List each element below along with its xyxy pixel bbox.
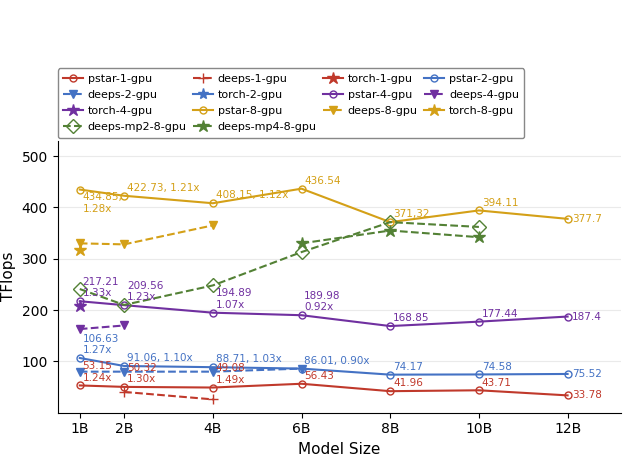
Line: pstar-2-gpu: pstar-2-gpu — [76, 355, 571, 378]
pstar-2-gpu — [298, 366, 305, 371]
Line: pstar-8-gpu: pstar-8-gpu — [76, 185, 571, 226]
pstar-1-gpu — [387, 388, 394, 394]
deeps-mp4-8-gpu — [475, 234, 483, 240]
deeps-mp2-8-gpu — [209, 283, 217, 288]
pstar-8-gpu — [298, 186, 305, 191]
deeps-mp2-8-gpu — [475, 224, 483, 230]
Text: 408.15, 1.12x: 408.15, 1.12x — [216, 190, 288, 200]
Text: 49.08
1.49x: 49.08 1.49x — [216, 363, 245, 385]
deeps-2-gpu — [120, 369, 128, 374]
deeps-mp2-8-gpu — [120, 302, 128, 308]
pstar-8-gpu — [120, 193, 128, 198]
deeps-mp4-8-gpu — [298, 241, 305, 246]
Text: 88.71, 1.03x: 88.71, 1.03x — [216, 355, 282, 364]
deeps-mp4-8-gpu — [387, 228, 394, 234]
Line: deeps-1-gpu: deeps-1-gpu — [119, 387, 218, 404]
pstar-4-gpu — [475, 319, 483, 325]
Text: 91.06, 1.10x: 91.06, 1.10x — [127, 353, 193, 363]
Text: 56.43: 56.43 — [304, 371, 334, 381]
Line: pstar-4-gpu: pstar-4-gpu — [76, 298, 571, 330]
Text: 74.17: 74.17 — [393, 362, 423, 372]
Text: 41.96: 41.96 — [393, 378, 423, 388]
Text: 436.54: 436.54 — [304, 176, 340, 186]
Text: 177.44: 177.44 — [482, 309, 518, 319]
pstar-4-gpu — [387, 323, 394, 329]
pstar-1-gpu — [209, 385, 217, 390]
pstar-1-gpu — [564, 393, 572, 398]
pstar-4-gpu — [298, 312, 305, 318]
Line: deeps-mp2-8-gpu: deeps-mp2-8-gpu — [75, 217, 484, 310]
deeps-1-gpu — [209, 397, 217, 402]
pstar-1-gpu — [298, 381, 305, 386]
pstar-2-gpu — [76, 355, 84, 361]
Text: 75.52: 75.52 — [572, 369, 602, 379]
Text: 371,32: 371,32 — [393, 209, 429, 219]
Text: 209.56
1.23x: 209.56 1.23x — [127, 281, 163, 303]
Text: 377.7: 377.7 — [572, 214, 602, 224]
pstar-2-gpu — [564, 371, 572, 377]
deeps-mp2-8-gpu — [76, 286, 84, 292]
Text: 189.98
0.92x: 189.98 0.92x — [304, 291, 340, 312]
pstar-2-gpu — [475, 371, 483, 377]
deeps-8-gpu — [120, 242, 128, 247]
Line: deeps-2-gpu: deeps-2-gpu — [76, 364, 306, 376]
Text: 168.85: 168.85 — [393, 313, 429, 323]
pstar-2-gpu — [120, 363, 128, 369]
Text: 394.11: 394.11 — [482, 197, 518, 208]
Line: pstar-1-gpu: pstar-1-gpu — [76, 380, 571, 399]
Text: 434.85,
1.28x: 434.85, 1.28x — [83, 192, 122, 214]
Text: 422.73, 1.21x: 422.73, 1.21x — [127, 183, 200, 193]
pstar-1-gpu — [76, 383, 84, 388]
Text: 194.89
1.07x: 194.89 1.07x — [216, 288, 252, 310]
deeps-2-gpu — [298, 366, 305, 371]
Line: deeps-4-gpu: deeps-4-gpu — [76, 321, 128, 333]
Y-axis label: TFlops: TFlops — [1, 252, 16, 302]
pstar-4-gpu — [120, 303, 128, 308]
pstar-4-gpu — [76, 298, 84, 304]
deeps-2-gpu — [76, 369, 84, 374]
Text: 74.58: 74.58 — [482, 362, 511, 371]
Text: 106.63
1.27x: 106.63 1.27x — [83, 333, 119, 355]
Text: 86.01, 0.90x: 86.01, 0.90x — [304, 356, 370, 366]
pstar-8-gpu — [76, 187, 84, 192]
Legend: pstar-1-gpu, deeps-2-gpu, torch-4-gpu, deeps-mp2-8-gpu, deeps-1-gpu, torch-2-gpu: pstar-1-gpu, deeps-2-gpu, torch-4-gpu, d… — [58, 68, 525, 138]
deeps-4-gpu — [120, 323, 128, 328]
Text: 50.32
1.30x: 50.32 1.30x — [127, 363, 157, 384]
Text: 43.71: 43.71 — [482, 378, 511, 387]
pstar-1-gpu — [475, 387, 483, 393]
pstar-4-gpu — [209, 310, 217, 316]
Line: deeps-mp4-8-gpu: deeps-mp4-8-gpu — [295, 224, 485, 250]
pstar-8-gpu — [387, 219, 394, 225]
deeps-mp2-8-gpu — [387, 219, 394, 225]
Text: 217.21
1.33x: 217.21 1.33x — [83, 277, 119, 298]
pstar-2-gpu — [387, 372, 394, 378]
deeps-2-gpu — [209, 369, 217, 374]
pstar-2-gpu — [209, 364, 217, 370]
X-axis label: Model Size: Model Size — [298, 442, 380, 457]
pstar-8-gpu — [209, 200, 217, 206]
deeps-8-gpu — [209, 223, 217, 228]
pstar-4-gpu — [564, 314, 572, 319]
Text: 53.15
1.24x: 53.15 1.24x — [83, 361, 113, 383]
deeps-4-gpu — [76, 326, 84, 332]
pstar-8-gpu — [564, 216, 572, 222]
deeps-mp2-8-gpu — [298, 249, 305, 255]
deeps-1-gpu — [120, 389, 128, 395]
Text: 187.4: 187.4 — [572, 311, 602, 322]
pstar-1-gpu — [120, 384, 128, 390]
Text: 33.78: 33.78 — [572, 390, 602, 401]
deeps-8-gpu — [76, 241, 84, 246]
pstar-8-gpu — [475, 208, 483, 213]
Line: deeps-8-gpu: deeps-8-gpu — [76, 221, 217, 249]
